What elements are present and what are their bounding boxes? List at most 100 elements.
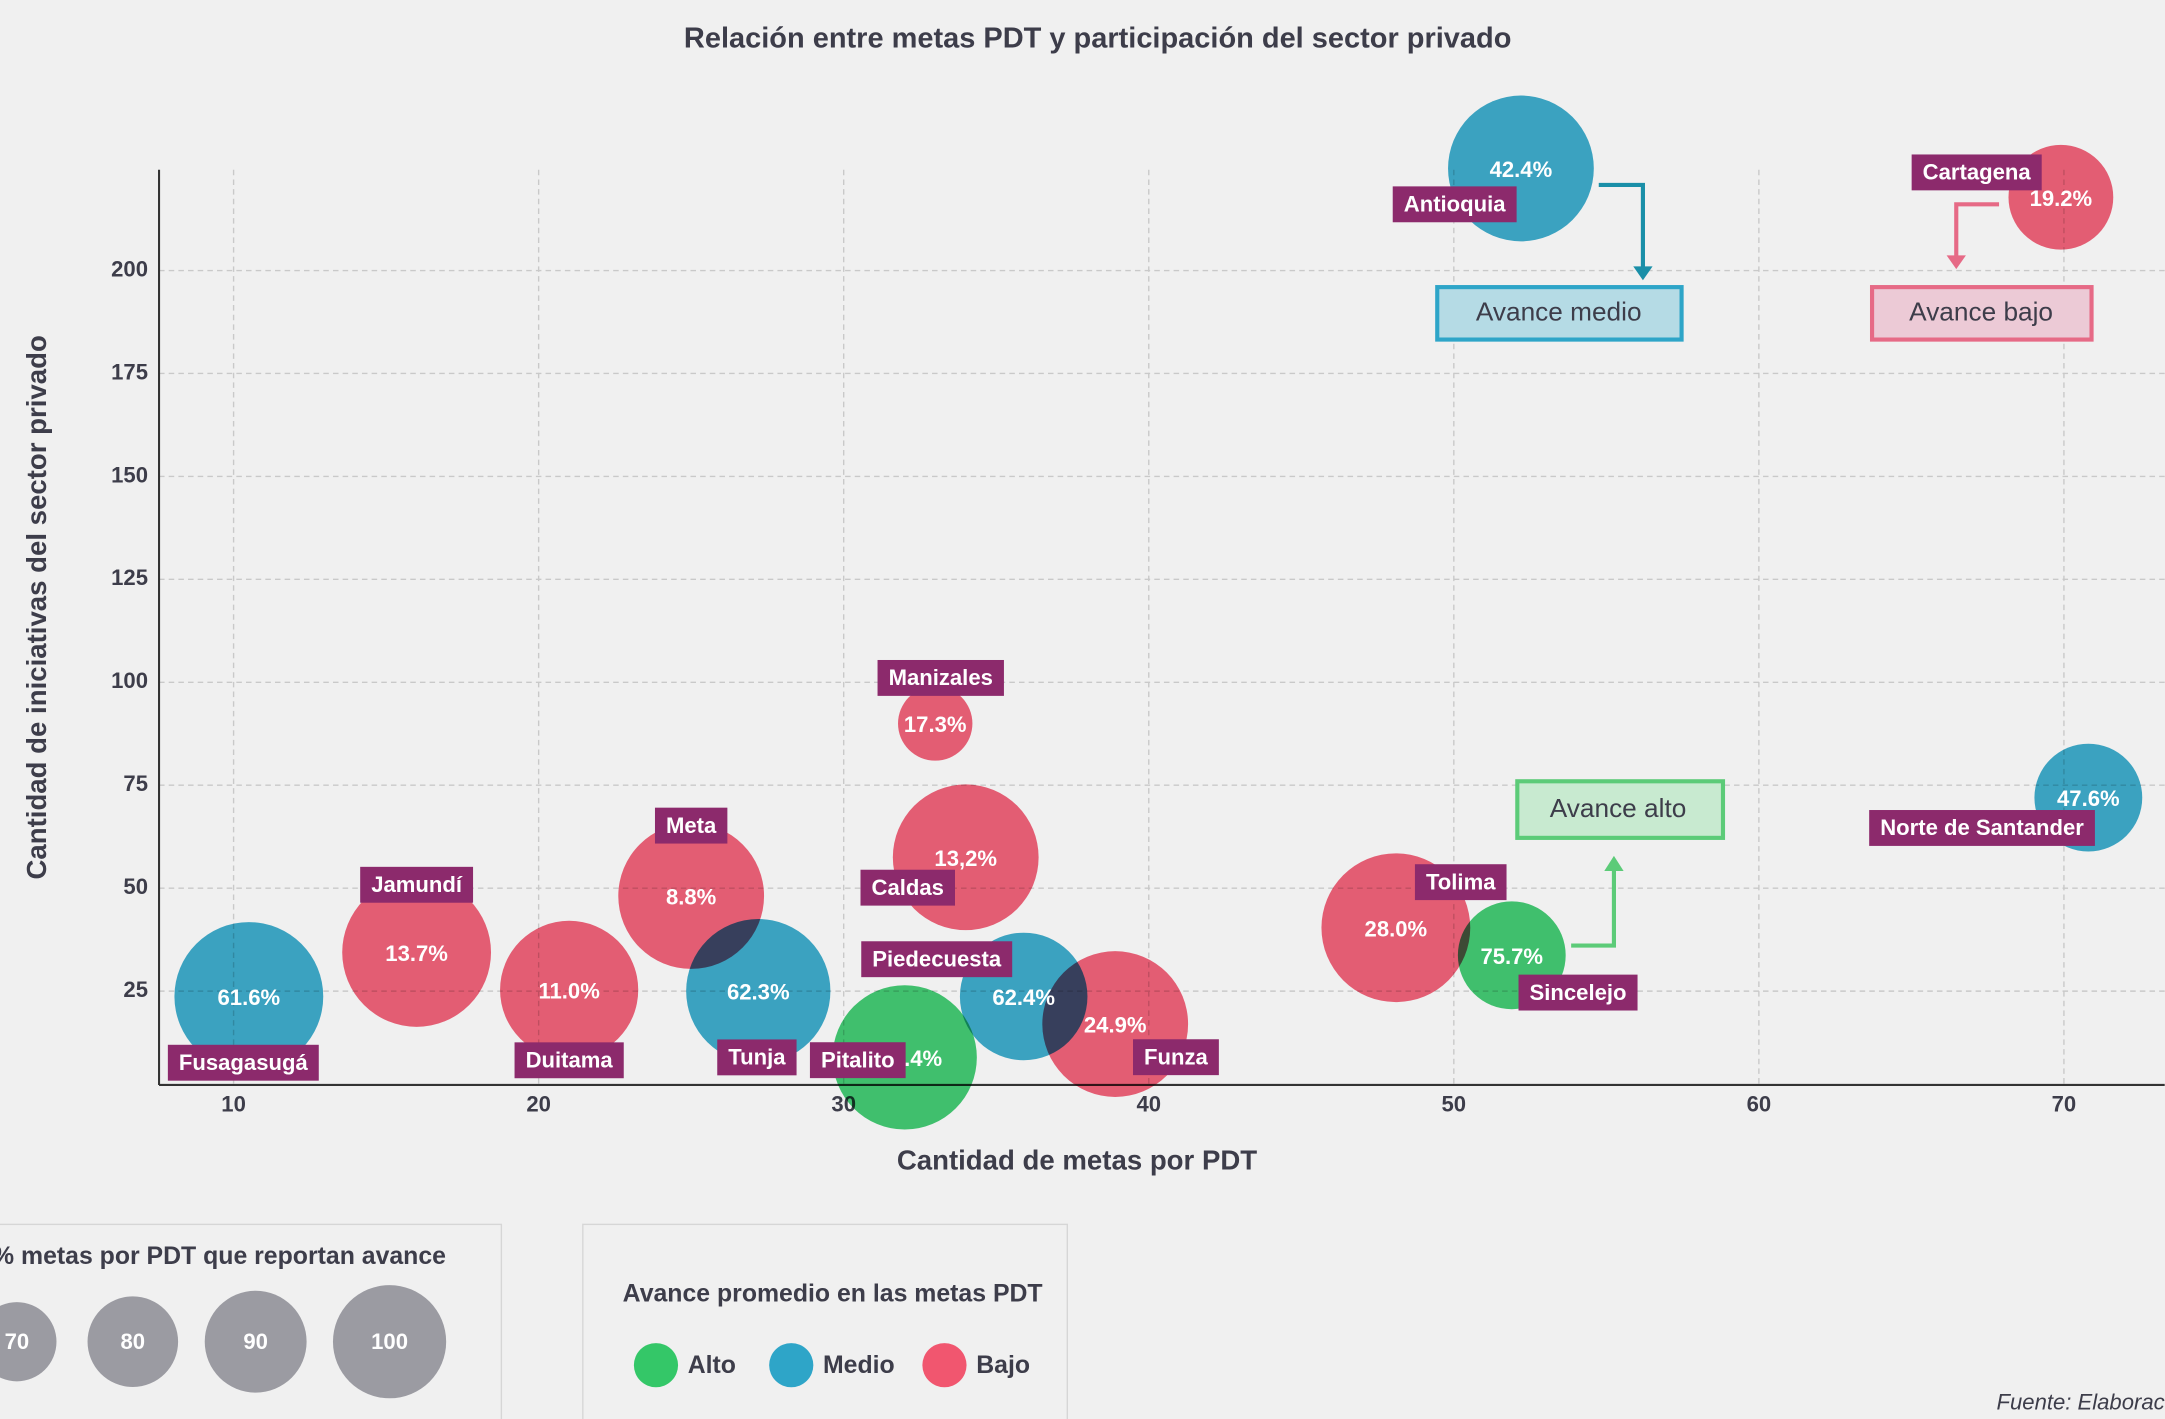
annotation: Avance bajo — [1909, 296, 2053, 326]
size-legend-title: % metas por PDT que reportan avance — [0, 1243, 446, 1270]
avance-label: 24.9% — [1084, 1013, 1147, 1038]
legend-swatch — [769, 1343, 814, 1388]
name-label: Duitama — [526, 1047, 614, 1072]
name-label-box — [1414, 864, 1507, 901]
name-label-box — [1518, 974, 1638, 1011]
arrow-head — [1946, 255, 1966, 270]
name-label: Tolima — [1426, 869, 1496, 894]
x-tick-label: 50 — [1442, 1091, 1467, 1116]
avance-label: 8.8% — [666, 885, 717, 910]
annotation-box — [1515, 779, 1726, 840]
name-label: Tunja — [728, 1045, 786, 1070]
chart-title: Relación entre metas PDT y participación… — [684, 23, 1511, 55]
name-label-box — [717, 1039, 797, 1076]
size-legend-box — [0, 1223, 503, 1419]
name-label-box — [860, 869, 955, 906]
name-label: Funza — [1144, 1044, 1208, 1069]
name-label: Antioquia — [1404, 192, 1507, 217]
avance-label: 47.6% — [2057, 786, 2120, 811]
annotations: Avance medio Avance bajo Avance alto — [1435, 182, 2094, 948]
name-label-box — [360, 866, 474, 903]
name-label: Pitalito — [821, 1047, 895, 1072]
size-legend-label: 90 — [243, 1329, 268, 1354]
color-legend-box — [582, 1223, 1069, 1419]
legend-swatch — [633, 1343, 679, 1388]
name-label-box — [877, 659, 1004, 696]
y-tick-label: 200 — [111, 256, 148, 281]
size-legend-circle — [332, 1285, 447, 1399]
x-tick-label: 60 — [1747, 1091, 1772, 1116]
name-label: Caldas — [872, 875, 944, 900]
color-legend: Alto Medio Bajo — [633, 1343, 1030, 1388]
y-axis-label: Cantidad de iniciativas del sector priva… — [21, 335, 52, 879]
arrow-head — [1633, 266, 1653, 281]
bubble — [174, 922, 324, 1071]
name-label-box — [809, 1042, 906, 1079]
x-tick-label: 20 — [526, 1091, 551, 1116]
arrow — [1571, 866, 1617, 948]
avance-label: 61.6% — [218, 985, 281, 1010]
source: Fuente: Elaborac — [1997, 1390, 2165, 1415]
y-tick-label: 25 — [123, 977, 148, 1002]
size-legend-circle — [204, 1290, 307, 1393]
name-label-box — [1911, 154, 2042, 191]
legend-label: Alto — [688, 1352, 736, 1379]
legend-label: Medio — [823, 1352, 895, 1379]
name-label: Jamundí — [371, 872, 463, 897]
annotation-box — [1869, 285, 2094, 342]
bubble — [898, 686, 973, 761]
avance-label: 28.0% — [1365, 916, 1428, 941]
avance-label: 75.7% — [1480, 944, 1543, 969]
arrow — [1598, 182, 1645, 271]
y-tick-label: 50 — [123, 874, 148, 899]
y-tick-label: 125 — [111, 565, 148, 590]
name-label-box — [167, 1044, 319, 1081]
arrow — [1954, 202, 2000, 260]
color-legend-title: Avance promedio en las metas PDT — [623, 1280, 1043, 1307]
bubble — [686, 919, 831, 1064]
name-label: Sincelejo — [1530, 980, 1627, 1005]
name-label: Manizales — [889, 665, 993, 690]
name-label: Cartagena — [1923, 160, 2032, 185]
name-label: Meta — [666, 813, 717, 838]
avance-label: 13.7% — [385, 941, 448, 966]
avance-label: 17.3% — [904, 712, 967, 737]
annotation-box — [1435, 285, 1684, 342]
size-legend-circle — [0, 1302, 57, 1382]
name-label: Piedecuesta — [872, 946, 1002, 971]
avance-label: 62.4% — [992, 985, 1055, 1010]
size-legend-circle — [87, 1296, 179, 1387]
avance-label: 62.3% — [727, 980, 790, 1005]
legend-label: Bajo — [976, 1352, 1030, 1379]
legend-swatch — [922, 1343, 967, 1388]
size-legend-label: 100 — [371, 1329, 408, 1354]
annotation: Avance alto — [1550, 793, 1687, 823]
name-label-box — [1133, 1039, 1219, 1076]
arrow-head — [1604, 855, 1624, 872]
name-label-box — [654, 807, 728, 844]
avance-label: 13,2% — [934, 846, 997, 871]
x-tick-label: 70 — [2052, 1091, 2077, 1116]
bubbles — [174, 95, 2143, 1130]
name-label: Fusagasugá — [179, 1050, 309, 1075]
bubble — [500, 920, 639, 1059]
y-tick-label: 150 — [111, 462, 148, 487]
annotation: Avance medio — [1476, 296, 1642, 326]
x-axis-label: Cantidad de metas por PDT — [897, 1145, 1257, 1176]
y-tick-label: 100 — [111, 668, 148, 693]
name-label-box — [1869, 810, 2095, 846]
name-label: Norte de Santander — [1880, 815, 2084, 840]
y-tick-label: 75 — [123, 771, 148, 796]
size-legend: 70 80 90 100 — [0, 1285, 447, 1399]
x-tick-label: 40 — [1136, 1091, 1161, 1116]
x-tick-label: 10 — [221, 1091, 246, 1116]
avance-label: 11.0% — [538, 978, 600, 1003]
avance-label: 42.4% — [1490, 157, 1553, 182]
name-label-box — [1392, 186, 1517, 223]
bubble — [342, 878, 492, 1027]
labels: 13.7%11.0%8.8%17.3%13,2%24.9%28.0%19.2%6… — [167, 154, 2120, 1081]
size-legend-label: 70 — [5, 1329, 30, 1354]
y-tick-label: 175 — [111, 359, 148, 384]
